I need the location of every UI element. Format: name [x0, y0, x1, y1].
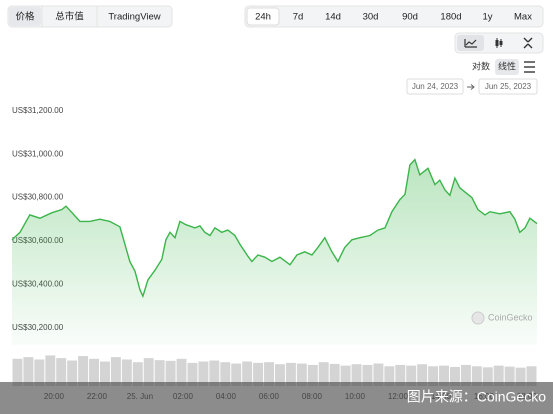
volume-bar [143, 358, 154, 386]
volume-bar [307, 364, 318, 386]
volume-bar [340, 365, 351, 386]
y-tick-label: US$31,000.00 [12, 149, 64, 158]
y-tick-label: US$30,800.00 [12, 193, 64, 202]
candle-body [499, 41, 503, 45]
volume-bar [275, 364, 285, 386]
caption-overlay [0, 382, 553, 414]
volume-bar [482, 367, 493, 386]
volume-bar [515, 367, 526, 386]
scale-active [495, 59, 519, 75]
volume-bar [165, 360, 176, 386]
volume-bar [176, 358, 187, 386]
volume-bar [406, 365, 417, 386]
price-line [11, 158, 538, 299]
volume-bar [351, 364, 362, 386]
volume-bar [89, 358, 99, 386]
volume-bar [110, 357, 121, 386]
volume-bar [67, 360, 78, 386]
menu-icon[interactable] [524, 61, 535, 73]
volume-bar [187, 362, 198, 386]
volume-bar [373, 363, 384, 386]
volume-bar [121, 359, 132, 386]
date-input [406, 78, 464, 95]
volume-bar [450, 366, 460, 386]
volume-bar [362, 364, 373, 386]
price-area [12, 159, 537, 345]
volume-bar [460, 364, 471, 386]
volume-bar [318, 362, 329, 386]
volume-bar [493, 365, 504, 386]
volume-bar [45, 355, 56, 386]
volume-bar [285, 362, 296, 386]
tab-active [9, 7, 41, 26]
volume-bar [329, 363, 340, 386]
date-from[interactable]: Jun 24, 2023 [412, 82, 459, 91]
volume-bar [264, 362, 274, 386]
volume-bar [23, 357, 34, 386]
range-button[interactable]: Max [514, 12, 532, 23]
volume-bar [417, 364, 428, 386]
watermark: CoinGecko [488, 312, 533, 322]
date-input [478, 78, 538, 95]
tab[interactable]: 价格 [15, 11, 35, 23]
range-button[interactable]: 90d [402, 12, 418, 23]
tab[interactable]: TradingView [108, 12, 160, 23]
range-button[interactable]: 7d [293, 12, 304, 23]
date-to[interactable]: Jun 25, 2023 [485, 82, 532, 91]
candle-body [495, 40, 499, 46]
range-group [244, 5, 544, 28]
volume-bar [296, 363, 307, 386]
volume-bar [526, 366, 537, 386]
range-button[interactable]: 14d [325, 12, 341, 23]
y-tick-label: US$31,200.00 [12, 106, 64, 115]
tab-group [7, 5, 173, 28]
volume-bar [78, 356, 89, 386]
scale-option[interactable]: 对数 [472, 60, 490, 71]
tab[interactable]: 总市值 [55, 11, 84, 23]
range-button[interactable]: 24h [255, 12, 271, 23]
watermark-logo [471, 311, 485, 325]
volume-bar [231, 363, 242, 386]
volume-bar [395, 364, 406, 386]
volume-bar [12, 358, 23, 386]
range-active [246, 7, 280, 26]
range-button[interactable]: 180d [440, 12, 461, 23]
volume-bar [504, 366, 515, 386]
scale-option[interactable]: 线性 [498, 60, 516, 71]
volume-bar [428, 366, 439, 386]
volume-bar [34, 359, 45, 386]
volume-bar [132, 362, 143, 386]
expand-icon[interactable] [523, 37, 533, 49]
caption: 图片来源：CoinGecko [407, 389, 546, 405]
volume-bar [198, 361, 209, 386]
volume-bar [100, 361, 110, 386]
date-arrow [467, 84, 475, 90]
volume-bar [439, 365, 449, 386]
range-button[interactable]: 30d [363, 12, 379, 23]
volume-bar [253, 362, 264, 386]
volume-bar [154, 360, 165, 386]
volume-bar [471, 366, 482, 386]
volume-bar [209, 360, 220, 386]
range-button[interactable]: 1y [482, 12, 492, 23]
line-icon[interactable] [464, 39, 477, 48]
volume-bar [56, 358, 67, 386]
volume-bar [220, 362, 231, 386]
volume-bar [384, 366, 395, 386]
volume-bar [242, 361, 253, 386]
